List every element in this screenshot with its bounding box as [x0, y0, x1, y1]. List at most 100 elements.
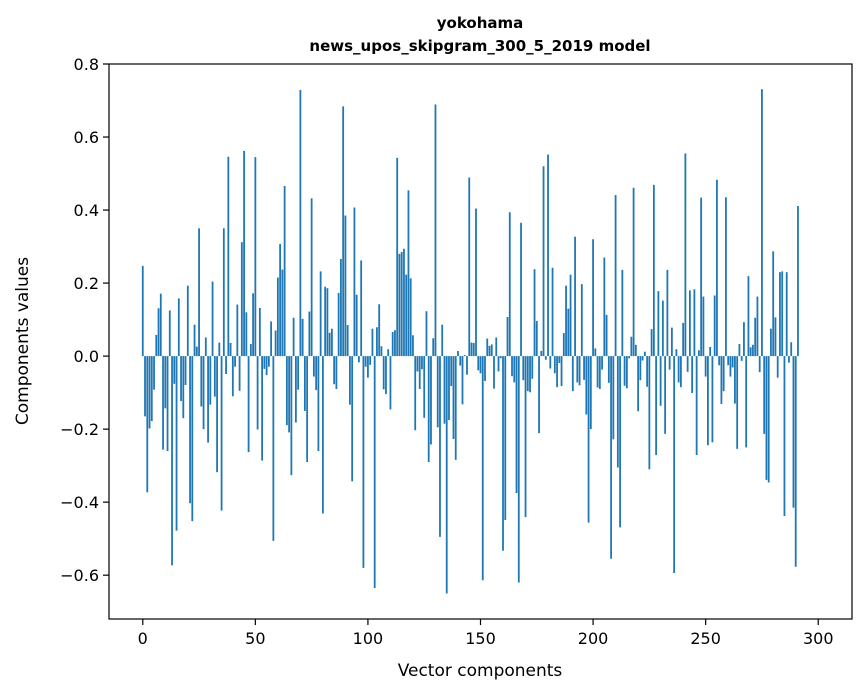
bar	[256, 356, 259, 430]
bar	[673, 356, 676, 573]
bar	[596, 356, 599, 388]
bar	[177, 298, 180, 357]
bar	[211, 281, 214, 357]
bar	[601, 356, 603, 370]
bar	[533, 269, 536, 357]
bar	[396, 157, 399, 357]
bar	[668, 356, 671, 370]
bar	[346, 325, 349, 357]
bar	[752, 344, 754, 357]
bar	[634, 344, 637, 357]
x-axis: 0 50 100 150 200 250 300	[138, 619, 834, 648]
bar	[225, 356, 227, 374]
bar	[502, 356, 504, 551]
bar	[380, 346, 383, 357]
bar	[517, 356, 520, 583]
bar	[486, 338, 489, 357]
bar	[639, 356, 642, 381]
bar	[707, 356, 709, 446]
bar	[661, 300, 664, 357]
bar	[191, 356, 194, 522]
bar	[646, 356, 649, 387]
bar	[648, 356, 651, 470]
x-axis-label: Vector components	[398, 661, 563, 681]
bar	[508, 212, 511, 357]
bar	[463, 355, 466, 357]
bar	[443, 356, 446, 424]
bar	[189, 356, 191, 504]
bar	[173, 356, 176, 384]
bar	[317, 356, 320, 452]
bar	[407, 190, 410, 357]
bar	[763, 356, 766, 434]
bar	[207, 356, 209, 443]
bar	[740, 356, 743, 361]
y-tick-label: 0.4	[74, 201, 99, 220]
bar	[445, 356, 448, 594]
bar	[349, 356, 351, 405]
bar	[409, 278, 412, 357]
bar	[367, 356, 369, 378]
bar	[655, 356, 658, 456]
bar	[716, 179, 718, 357]
bar	[594, 348, 597, 357]
bar	[481, 356, 484, 581]
bar	[319, 271, 322, 357]
bar	[567, 308, 570, 357]
bar	[301, 318, 304, 357]
bar	[562, 333, 565, 357]
bar	[490, 344, 493, 357]
bar	[524, 356, 527, 518]
bar	[193, 324, 196, 357]
bar	[254, 157, 257, 357]
bar	[252, 293, 254, 357]
x-tick-label: 300	[803, 629, 834, 648]
bar	[598, 356, 601, 389]
bar	[229, 342, 232, 357]
bar	[220, 356, 223, 511]
bar	[326, 288, 329, 357]
bar	[738, 344, 741, 357]
bar	[641, 356, 644, 361]
bar	[711, 356, 714, 443]
bar	[418, 356, 421, 389]
bar	[270, 321, 273, 357]
y-tick-label: −0.4	[60, 493, 99, 512]
bar	[335, 356, 338, 389]
bar	[781, 271, 784, 357]
x-tick-label: 0	[138, 629, 148, 648]
bar	[747, 276, 750, 357]
bar	[549, 356, 552, 369]
bar	[522, 356, 525, 381]
bar	[585, 356, 588, 415]
bar	[614, 195, 617, 357]
bar	[216, 356, 218, 473]
bar	[675, 349, 678, 357]
bar	[290, 356, 293, 476]
bar	[493, 356, 495, 389]
bar	[551, 267, 554, 357]
bar	[405, 274, 408, 357]
bar	[371, 328, 374, 357]
bar	[792, 356, 795, 508]
bar	[497, 356, 500, 372]
bar	[171, 356, 173, 566]
bar	[238, 356, 241, 391]
bar	[610, 356, 612, 559]
bar	[358, 356, 360, 363]
bar	[659, 356, 662, 406]
bar	[704, 356, 707, 377]
bar	[718, 356, 721, 366]
bar	[213, 356, 216, 397]
bar	[578, 356, 581, 386]
bar	[441, 324, 444, 357]
bar	[414, 356, 417, 431]
bar	[553, 356, 556, 374]
bar	[412, 335, 414, 357]
bar	[195, 346, 198, 357]
bar	[592, 239, 594, 357]
bar	[299, 89, 302, 357]
bar	[245, 312, 248, 357]
bar	[236, 304, 239, 357]
bar	[315, 356, 318, 391]
